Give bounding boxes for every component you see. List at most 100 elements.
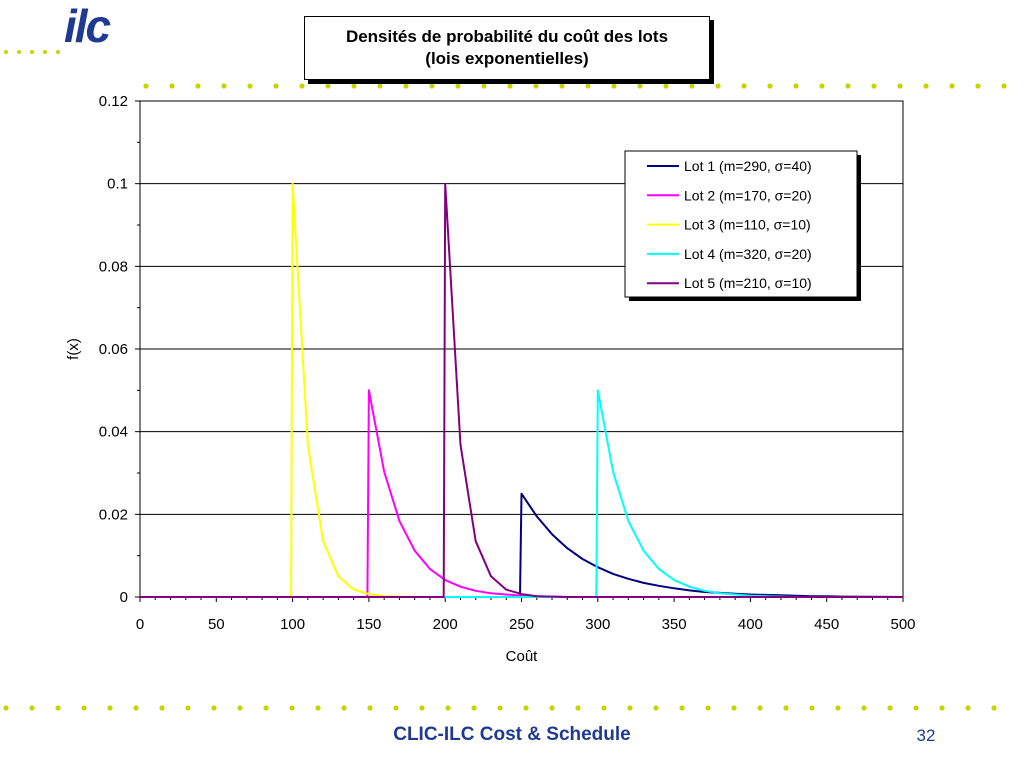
header-dot (715, 83, 721, 89)
footer-dot (575, 705, 581, 711)
footer-dot (809, 705, 815, 711)
header-dot (793, 83, 799, 89)
x-tick-label: 0 (136, 616, 144, 633)
header-dot (325, 83, 331, 89)
x-tick-label: 350 (662, 616, 687, 633)
header-dot (689, 83, 695, 89)
footer-dot (991, 705, 997, 711)
header-dot (975, 83, 981, 89)
footer-dot (757, 705, 763, 711)
x-tick-label: 150 (356, 616, 381, 633)
header-dot (923, 83, 929, 89)
footer-dot (497, 705, 503, 711)
legend-label: Lot 5 (m=210, σ=10) (684, 275, 812, 291)
header-dot (611, 83, 617, 89)
footer-dot (55, 705, 61, 711)
footer-dot (133, 705, 139, 711)
footer-dot (393, 705, 399, 711)
legend-label: Lot 1 (m=290, σ=40) (684, 158, 812, 174)
x-tick-label: 100 (280, 616, 305, 633)
footer-dot (445, 705, 451, 711)
legend-label: Lot 2 (m=170, σ=20) (684, 187, 812, 203)
x-tick-label: 300 (585, 616, 610, 633)
footer-dot (965, 705, 971, 711)
header-dot (169, 83, 175, 89)
header-dot (949, 83, 955, 89)
series-line-lot-5 (140, 182, 903, 598)
header-dot (585, 83, 591, 89)
header-dot (871, 83, 877, 89)
y-tick-label: 0.08 (99, 258, 128, 275)
header-dot (637, 83, 643, 89)
series-line-lot-1 (140, 492, 904, 598)
x-tick-label: 450 (814, 616, 839, 633)
header-dot (1001, 83, 1007, 89)
dotted-lines (3, 50, 1007, 711)
y-axis-label: f(x) (65, 338, 82, 360)
footer-dot (523, 705, 529, 711)
y-tick-label: 0.06 (99, 341, 128, 358)
header-dot (17, 50, 21, 54)
chart-subtitle: (lois exponentielles) (425, 49, 589, 68)
footer-dot (315, 705, 321, 711)
header-dot (429, 83, 435, 89)
footer-dot (783, 705, 789, 711)
ilc-logo: ilc (64, 0, 111, 52)
footer-title: CLIC-ILC Cost & Schedule (393, 724, 631, 745)
footer-dot (861, 705, 867, 711)
y-tick-label: 0 (120, 589, 128, 606)
footer-dot (81, 705, 87, 711)
header-dot (351, 83, 357, 89)
footer-dot (601, 705, 607, 711)
header-dot (741, 83, 747, 89)
legend-label: Lot 4 (m=320, σ=20) (684, 246, 812, 262)
footer-dot (211, 705, 217, 711)
footer-dot (835, 705, 841, 711)
header-dot (273, 83, 279, 89)
header-dot (845, 83, 851, 89)
footer-dot (341, 705, 347, 711)
footer-dot (263, 705, 269, 711)
header-dot (221, 83, 227, 89)
x-tick-label: 200 (433, 616, 458, 633)
footer-dot (289, 705, 295, 711)
footer-dot (237, 705, 243, 711)
x-axis-label: Coût (506, 648, 539, 665)
header-dot (481, 83, 487, 89)
header-dot (455, 83, 461, 89)
x-tick-label: 500 (890, 616, 915, 633)
footer-dot (159, 705, 165, 711)
footer-dot (471, 705, 477, 711)
footer-dot (887, 705, 893, 711)
footer-dot (3, 705, 9, 711)
footer-dot (731, 705, 737, 711)
y-tick-label: 0.04 (99, 424, 128, 441)
footer-dot (913, 705, 919, 711)
footer-dot (419, 705, 425, 711)
footer-dot (939, 705, 945, 711)
footer-dot (549, 705, 555, 711)
header-dot (30, 50, 34, 54)
header-dot (195, 83, 201, 89)
header-dot (559, 83, 565, 89)
header-dot (377, 83, 383, 89)
footer-dot (29, 705, 35, 711)
footer-dot (367, 705, 373, 711)
footer-dot (185, 705, 191, 711)
footer-dot (679, 705, 685, 711)
header-dot (56, 50, 60, 54)
x-tick-label: 50 (208, 616, 225, 633)
y-tick-label: 0.12 (99, 93, 128, 110)
header-dot (4, 50, 8, 54)
header-dot (767, 83, 773, 89)
y-tick-label: 0.1 (107, 176, 128, 193)
x-tick-label: 400 (738, 616, 763, 633)
header-dot (507, 83, 513, 89)
footer-dot (705, 705, 711, 711)
x-tick-label: 250 (509, 616, 534, 633)
header-dot (819, 83, 825, 89)
y-tick-label: 0.02 (99, 506, 128, 523)
